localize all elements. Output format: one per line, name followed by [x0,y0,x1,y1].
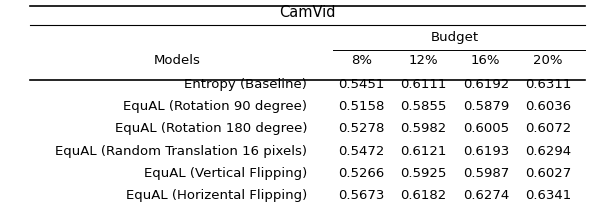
Text: 0.5982: 0.5982 [400,122,446,135]
Text: Budget: Budget [430,31,479,44]
Text: 0.6294: 0.6294 [525,145,571,158]
Text: EquAL (Rotation 90 degree): EquAL (Rotation 90 degree) [123,100,307,113]
Text: 0.6111: 0.6111 [400,78,446,91]
Text: Entropy (Baseline): Entropy (Baseline) [185,78,307,91]
Text: Models: Models [153,55,201,67]
Text: EquAL (Rotation 180 degree): EquAL (Rotation 180 degree) [115,122,307,135]
Text: EquAL (Horizental Flipping): EquAL (Horizental Flipping) [126,189,307,202]
Text: 0.6274: 0.6274 [463,189,509,202]
Text: 0.5987: 0.5987 [463,167,509,180]
Text: 0.5266: 0.5266 [338,167,384,180]
Text: 0.6182: 0.6182 [400,189,446,202]
Text: 12%: 12% [408,55,438,67]
Text: 0.6311: 0.6311 [525,78,571,91]
Text: 0.5855: 0.5855 [400,100,446,113]
Text: 0.5472: 0.5472 [338,145,384,158]
Text: 0.5451: 0.5451 [338,78,384,91]
Text: 0.5879: 0.5879 [463,100,509,113]
Text: 0.6036: 0.6036 [525,100,571,113]
Text: EquAL (Random Translation 16 pixels): EquAL (Random Translation 16 pixels) [55,145,307,158]
Text: 0.5673: 0.5673 [338,189,384,202]
Text: 0.5925: 0.5925 [400,167,446,180]
Text: 8%: 8% [350,55,372,67]
Text: 0.5158: 0.5158 [338,100,384,113]
Text: 0.6005: 0.6005 [463,122,509,135]
Text: 16%: 16% [471,55,500,67]
Text: CamVid: CamVid [279,5,336,20]
Text: 0.6027: 0.6027 [525,167,571,180]
Text: 0.6072: 0.6072 [525,122,571,135]
Text: 0.6192: 0.6192 [463,78,509,91]
Text: 20%: 20% [533,55,563,67]
Text: 0.6341: 0.6341 [525,189,571,202]
Text: 0.5278: 0.5278 [338,122,384,135]
Text: 0.6121: 0.6121 [400,145,446,158]
Text: 0.6193: 0.6193 [463,145,509,158]
Text: EquAL (Vertical Flipping): EquAL (Vertical Flipping) [144,167,307,180]
